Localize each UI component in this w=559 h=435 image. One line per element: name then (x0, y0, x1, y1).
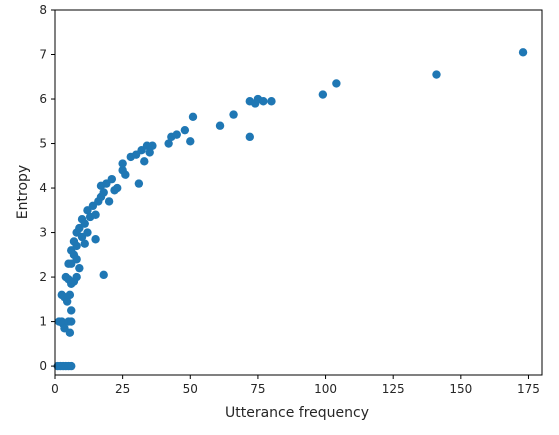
y-tick-label: 8 (39, 3, 47, 17)
data-point (113, 183, 122, 193)
data-point (332, 79, 341, 88)
data-point (229, 110, 238, 119)
data-point (318, 90, 328, 99)
y-tick-label: 5 (39, 137, 47, 151)
data-point (80, 239, 89, 248)
y-axis-title: Entropy (15, 165, 31, 219)
data-point (67, 317, 76, 326)
data-point (107, 174, 117, 184)
data-point (99, 188, 108, 197)
data-point (91, 235, 100, 244)
y-tick-label: 4 (39, 181, 47, 195)
data-point (99, 270, 108, 280)
data-point (62, 297, 72, 306)
data-point (65, 328, 75, 337)
data-point (72, 272, 81, 282)
x-axis: 0 25 50 75 100 125 150 175 (51, 375, 540, 396)
data-point (145, 148, 154, 157)
data-point (121, 170, 130, 179)
data-point (104, 197, 114, 206)
x-tick-label: 150 (449, 382, 472, 396)
data-point (164, 139, 173, 148)
data-point (180, 125, 190, 135)
y-axis: 0 1 2 3 4 5 6 7 8 (39, 3, 55, 373)
x-tick-label: 75 (250, 382, 265, 396)
x-axis-title: Utterance frequency (225, 405, 369, 421)
data-point (118, 159, 127, 168)
data-point (75, 263, 84, 273)
data-point (65, 290, 75, 300)
data-point (267, 97, 276, 106)
data-point (83, 228, 92, 237)
y-tick-label: 1 (39, 315, 47, 329)
x-tick-label: 25 (115, 382, 130, 396)
data-point (91, 210, 100, 219)
x-tick-label: 125 (382, 382, 405, 396)
data-point (259, 97, 268, 106)
x-tick-label: 0 (51, 382, 59, 396)
y-tick-label: 2 (39, 270, 47, 284)
data-point (80, 219, 89, 228)
data-point (67, 306, 76, 315)
data-point (148, 141, 157, 150)
data-point (140, 157, 149, 166)
data-point (518, 48, 528, 57)
y-tick-label: 7 (39, 48, 47, 62)
x-tick-label: 50 (183, 382, 198, 396)
y-tick-label: 0 (39, 359, 47, 373)
y-tick-label: 6 (39, 92, 47, 106)
data-point (67, 361, 76, 371)
data-point (72, 241, 81, 251)
x-tick-label: 100 (314, 382, 337, 396)
data-point (186, 137, 195, 146)
data-point (215, 121, 225, 130)
y-tick-label: 3 (39, 226, 47, 240)
plot-frame (54, 9, 543, 376)
data-point (432, 70, 441, 79)
data-point (245, 132, 254, 142)
data-point (188, 112, 198, 122)
data-point (134, 179, 144, 188)
data-point (72, 255, 81, 264)
x-tick-label: 175 (517, 382, 540, 396)
data-point (172, 130, 181, 139)
data-points (53, 48, 528, 371)
